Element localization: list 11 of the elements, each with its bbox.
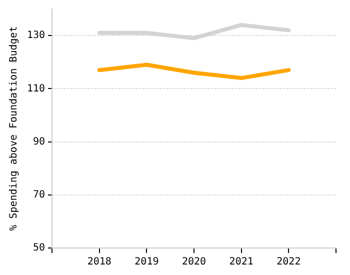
y-tick-label: 110: [27, 83, 46, 94]
y-tick-label: 70: [33, 189, 46, 200]
y-axis-title: % Spending above Foundation Budget: [8, 26, 20, 231]
x-tick-label: 2018: [87, 256, 112, 268]
y-tick-label: 130: [27, 30, 46, 42]
x-tick-label: 2021: [229, 256, 254, 268]
x-tick-label: 2019: [134, 256, 159, 268]
y-tick-label: 90: [33, 136, 46, 148]
y-tick-label: 50: [33, 242, 46, 254]
x-tick-label: 2020: [182, 256, 206, 268]
x-tick-label: 2022: [276, 256, 301, 268]
